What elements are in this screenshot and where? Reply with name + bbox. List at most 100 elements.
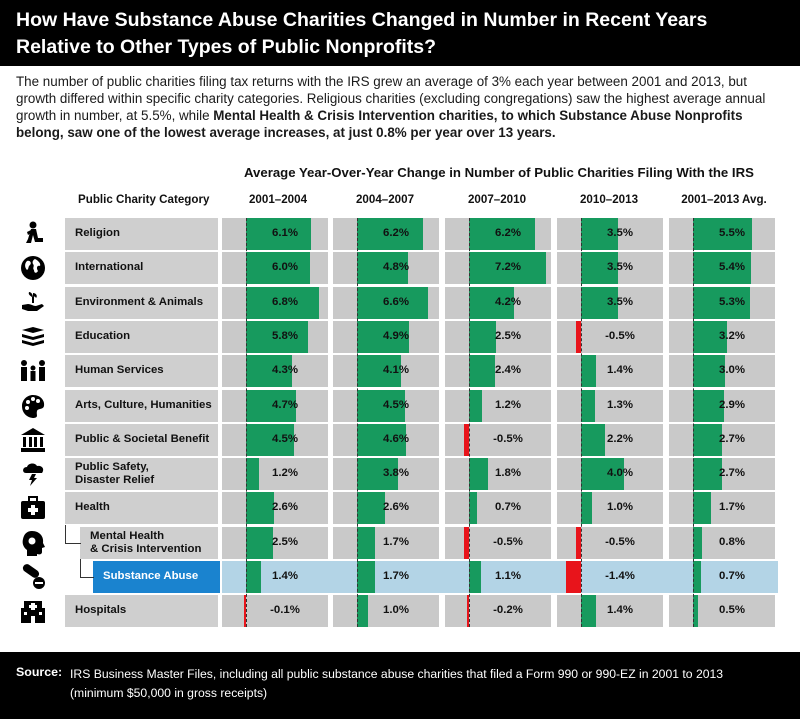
value-label: 5.4% [719, 261, 745, 274]
tree-connector [65, 524, 81, 544]
value-label: 3.2% [719, 329, 745, 342]
bar [693, 595, 699, 628]
value-label: 3.5% [607, 261, 633, 274]
value-label: 7.2% [495, 261, 521, 274]
tree-connector [80, 559, 94, 578]
bar [246, 355, 292, 388]
bar [357, 355, 401, 388]
bar [357, 389, 406, 422]
highlight-label-background [93, 561, 220, 593]
pills-icon [22, 564, 45, 589]
value-label: 3.8% [383, 467, 409, 480]
value-label: -0.5% [605, 535, 635, 548]
bar [357, 320, 410, 353]
value-label: 0.8% [719, 535, 745, 548]
bar [246, 561, 261, 593]
intro-bold-text: Mental Health & Crisis Intervention char… [16, 108, 743, 140]
value-label: 2.6% [383, 501, 409, 514]
bar [469, 492, 477, 525]
value-label: 6.6% [383, 295, 409, 308]
bar [693, 526, 702, 559]
palette-icon [22, 394, 45, 418]
value-label: 2.7% [719, 432, 745, 445]
storm-icon [23, 463, 44, 487]
cell-background [333, 526, 439, 559]
bar [357, 561, 376, 593]
cell-background [669, 595, 775, 628]
value-label: 2.2% [607, 432, 633, 445]
bar [581, 355, 596, 388]
bar [246, 218, 312, 250]
cell-background [222, 526, 328, 559]
cell-background [557, 492, 663, 525]
cell-background [445, 423, 551, 456]
value-label: 5.3% [719, 295, 745, 308]
bar [357, 252, 409, 285]
zero-line [469, 218, 470, 628]
highlight-row-background [222, 561, 778, 593]
cell-background [669, 458, 775, 491]
row-label-background [65, 423, 218, 456]
value-label: 3.0% [719, 364, 745, 377]
value-label: 0.7% [495, 501, 521, 514]
bar [575, 320, 581, 353]
cell-background [445, 355, 551, 388]
cell-background [445, 458, 551, 491]
hand-plant-icon [22, 291, 44, 311]
row-label-background [65, 286, 218, 319]
value-label: 0.7% [719, 570, 745, 582]
value-label: -0.2% [493, 604, 523, 617]
cell-background [445, 320, 551, 353]
bar [463, 526, 469, 559]
bar [469, 286, 514, 319]
column-header: 2001–2004 [248, 193, 308, 206]
bar [469, 218, 536, 250]
intro-paragraph: The number of public charities filing ta… [16, 73, 788, 141]
bar [469, 458, 489, 491]
row-label-background [80, 526, 218, 559]
column-header: 2001–2013 Avg. [681, 193, 767, 206]
row-label: Public & Societal Benefit [75, 432, 210, 445]
hospital-icon [21, 601, 45, 624]
value-label: 5.5% [719, 227, 745, 239]
value-label: 4.5% [272, 432, 298, 445]
bar [357, 458, 398, 491]
bar [693, 286, 750, 319]
value-label: 2.6% [272, 501, 298, 514]
bar [581, 423, 605, 456]
row-label: Substance Abuse [103, 570, 199, 582]
bar [581, 389, 595, 422]
row-label-background [65, 252, 218, 285]
value-label: 4.0% [607, 467, 633, 480]
footer-banner: Source: IRS Business Master Files, inclu… [0, 652, 800, 719]
bar [693, 320, 728, 353]
value-label: 3.5% [607, 227, 633, 239]
title-line-1: How Have Substance Abuse Charities Chang… [16, 9, 708, 31]
bar [581, 458, 624, 491]
bar [357, 423, 407, 456]
source-text: IRS Business Master Files, including all… [70, 667, 724, 700]
column-header: 2007–2010 [467, 193, 527, 206]
value-label: -0.5% [493, 535, 523, 548]
cell-background [222, 595, 328, 628]
bar [246, 286, 319, 319]
zero-line [693, 218, 694, 628]
cell-background [557, 355, 663, 388]
row-label-background [65, 595, 218, 628]
row-label-background [65, 320, 218, 353]
value-label: 4.1% [383, 364, 409, 377]
row-label: Environment & Animals [75, 295, 204, 308]
value-label: 4.3% [272, 364, 298, 377]
bar [693, 355, 726, 388]
cell-background [445, 492, 551, 525]
praying-person-icon [26, 221, 43, 243]
row-label: Health [75, 501, 110, 514]
cell-background [669, 526, 775, 559]
bar [566, 561, 581, 593]
row-label: Mental Health & Crisis Intervention [90, 530, 201, 556]
value-label: 1.3% [607, 398, 633, 411]
row-label-line: & Crisis Intervention [90, 542, 202, 555]
intro-text: The number of public charities filing ta… [16, 74, 766, 123]
cell-background [557, 423, 663, 456]
value-label: 1.4% [607, 364, 633, 377]
